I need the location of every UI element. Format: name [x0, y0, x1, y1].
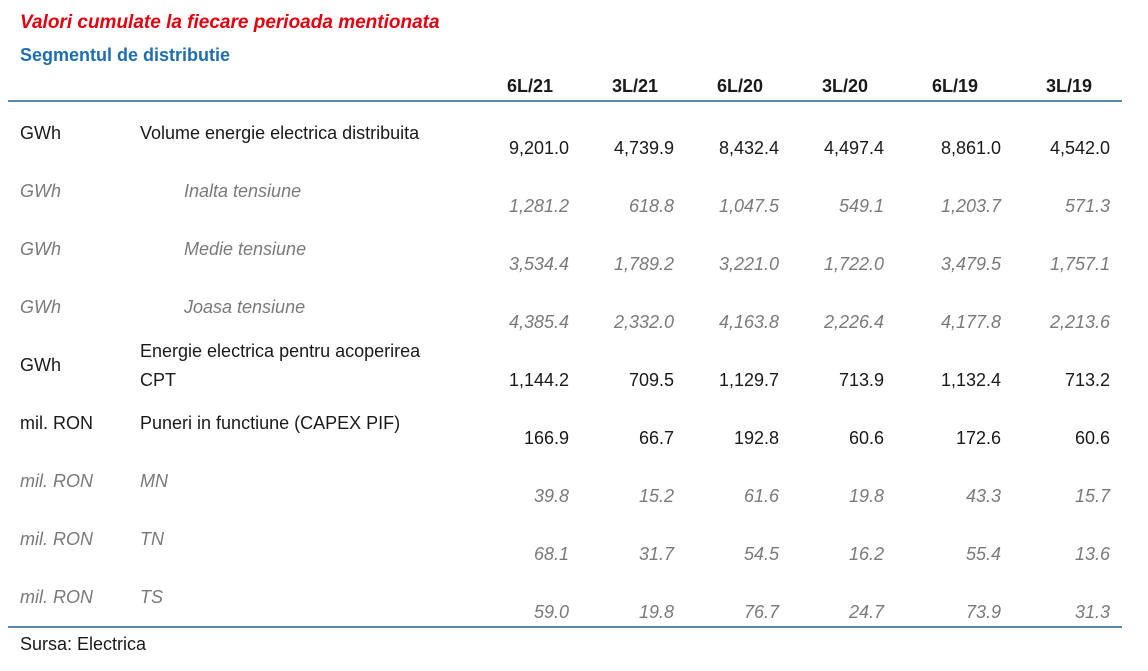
- value-cell: 4,385.4: [508, 312, 569, 332]
- value-cell: 1,132.4: [940, 370, 1001, 390]
- value-cell: 4,542.0: [1049, 138, 1110, 158]
- table-subtitle: Segmentul de distributie: [20, 45, 231, 65]
- value-cell: 15.7: [1074, 486, 1110, 506]
- value-cell: 1,281.2: [508, 196, 569, 216]
- value-cell: 2,226.4: [823, 312, 884, 332]
- unit-cell: mil. RON: [20, 413, 93, 433]
- column-header: 3L/19: [1045, 76, 1092, 96]
- source-note: Sursa: Electrica: [20, 634, 147, 654]
- table-title: Valori cumulate la fiecare perioada ment…: [20, 12, 440, 33]
- value-cell: 19.8: [638, 602, 674, 622]
- value-cell: 31.7: [638, 544, 674, 564]
- value-cell: 4,177.8: [940, 312, 1001, 332]
- row-label: TS: [140, 587, 164, 607]
- table-row: GWh Inalta tensiune 1,281.2 618.8 1,047.…: [0, 176, 1148, 234]
- value-cell: 66.7: [638, 428, 674, 448]
- row-label: MN: [140, 471, 168, 491]
- value-cell: 1,789.2: [613, 254, 674, 274]
- table-row: mil. RON TN 68.1 31.7 54.5 16.2 55.4 13.…: [0, 524, 1148, 582]
- value-cell: 1,203.7: [940, 196, 1001, 216]
- unit-cell: GWh: [20, 239, 62, 259]
- column-header: 6L/19: [931, 76, 978, 96]
- row-label: Inalta tensiune: [184, 181, 302, 201]
- value-cell: 31.3: [1074, 602, 1110, 622]
- value-cell: 43.3: [965, 486, 1001, 506]
- value-cell: 3,221.0: [718, 254, 779, 274]
- value-cell: 571.3: [1064, 196, 1110, 216]
- value-cell: 1,144.2: [508, 370, 569, 390]
- column-header: 6L/21: [506, 76, 553, 96]
- row-label: Medie tensiune: [184, 239, 307, 259]
- unit-cell: mil. RON: [20, 529, 93, 549]
- value-cell: 713.9: [838, 370, 884, 390]
- value-cell: 8,432.4: [718, 138, 779, 158]
- value-cell: 19.8: [848, 486, 884, 506]
- value-cell: 60.6: [1074, 428, 1110, 448]
- value-cell: 68.1: [533, 544, 569, 564]
- value-cell: 76.7: [743, 602, 779, 622]
- column-header: 3L/21: [611, 76, 658, 96]
- value-cell: 192.8: [733, 428, 779, 448]
- value-cell: 55.4: [965, 544, 1001, 564]
- table-row: GWh Medie tensiune 3,534.4 1,789.2 3,221…: [0, 234, 1148, 292]
- unit-cell: mil. RON: [20, 471, 93, 491]
- row-label: CPT: [140, 370, 176, 390]
- unit-cell: GWh: [20, 355, 62, 375]
- value-cell: 73.9: [965, 602, 1001, 622]
- table-row: mil. RON MN 39.8 15.2 61.6 19.8 43.3 15.…: [0, 466, 1148, 524]
- column-header: 6L/20: [716, 76, 763, 96]
- value-cell: 15.2: [638, 486, 674, 506]
- value-cell: 713.2: [1064, 370, 1110, 390]
- value-cell: 1,757.1: [1049, 254, 1110, 274]
- value-cell: 61.6: [743, 486, 779, 506]
- value-cell: 618.8: [628, 196, 674, 216]
- value-cell: 3,534.4: [508, 254, 569, 274]
- value-cell: 549.1: [838, 196, 884, 216]
- value-cell: 59.0: [533, 602, 569, 622]
- header-divider: [8, 100, 1122, 102]
- value-cell: 2,213.6: [1049, 312, 1110, 332]
- table-row: GWh Volume energie electrica distribuita…: [0, 118, 1148, 176]
- table-row: mil. RON TS 59.0 19.8 76.7 24.7 73.9 31.…: [0, 582, 1148, 640]
- value-cell: 172.6: [955, 428, 1001, 448]
- value-cell: 4,497.4: [823, 138, 884, 158]
- column-header: 3L/20: [821, 76, 868, 96]
- value-cell: 4,163.8: [718, 312, 779, 332]
- unit-cell: GWh: [20, 181, 62, 201]
- value-cell: 54.5: [743, 544, 779, 564]
- value-cell: 9,201.0: [508, 138, 569, 158]
- value-cell: 8,861.0: [940, 138, 1001, 158]
- unit-cell: mil. RON: [20, 587, 93, 607]
- value-cell: 24.7: [848, 602, 884, 622]
- value-cell: 2,332.0: [613, 312, 674, 332]
- row-label: Joasa tensiune: [184, 297, 306, 317]
- table-bottom-divider: [8, 626, 1122, 628]
- value-cell: 3,479.5: [940, 254, 1001, 274]
- value-cell: 1,722.0: [823, 254, 884, 274]
- row-label: TN: [140, 529, 164, 549]
- value-cell: 4,739.9: [613, 138, 674, 158]
- value-cell: 1,047.5: [718, 196, 779, 216]
- column-header-row: 6L/21 3L/21 6L/20 3L/20 6L/19 3L/19: [0, 76, 1148, 100]
- unit-cell: GWh: [20, 297, 62, 317]
- unit-cell: GWh: [20, 123, 62, 143]
- value-cell: 13.6: [1074, 544, 1110, 564]
- value-cell: 166.9: [523, 428, 569, 448]
- row-label: Puneri in functiune (CAPEX PIF): [140, 413, 401, 433]
- value-cell: 16.2: [848, 544, 884, 564]
- table-row: GWh Joasa tensiune 4,385.4 2,332.0 4,163…: [0, 292, 1148, 350]
- value-cell: 60.6: [848, 428, 884, 448]
- row-label: Volume energie electrica distribuita: [140, 123, 420, 143]
- table-row: GWh Energie electrica pentru acoperirea …: [0, 336, 1148, 394]
- row-label: Energie electrica pentru acoperirea: [140, 341, 421, 361]
- value-cell: 39.8: [533, 486, 569, 506]
- value-cell: 709.5: [628, 370, 674, 390]
- value-cell: 1,129.7: [718, 370, 779, 390]
- table-row: mil. RON Puneri in functiune (CAPEX PIF)…: [0, 408, 1148, 466]
